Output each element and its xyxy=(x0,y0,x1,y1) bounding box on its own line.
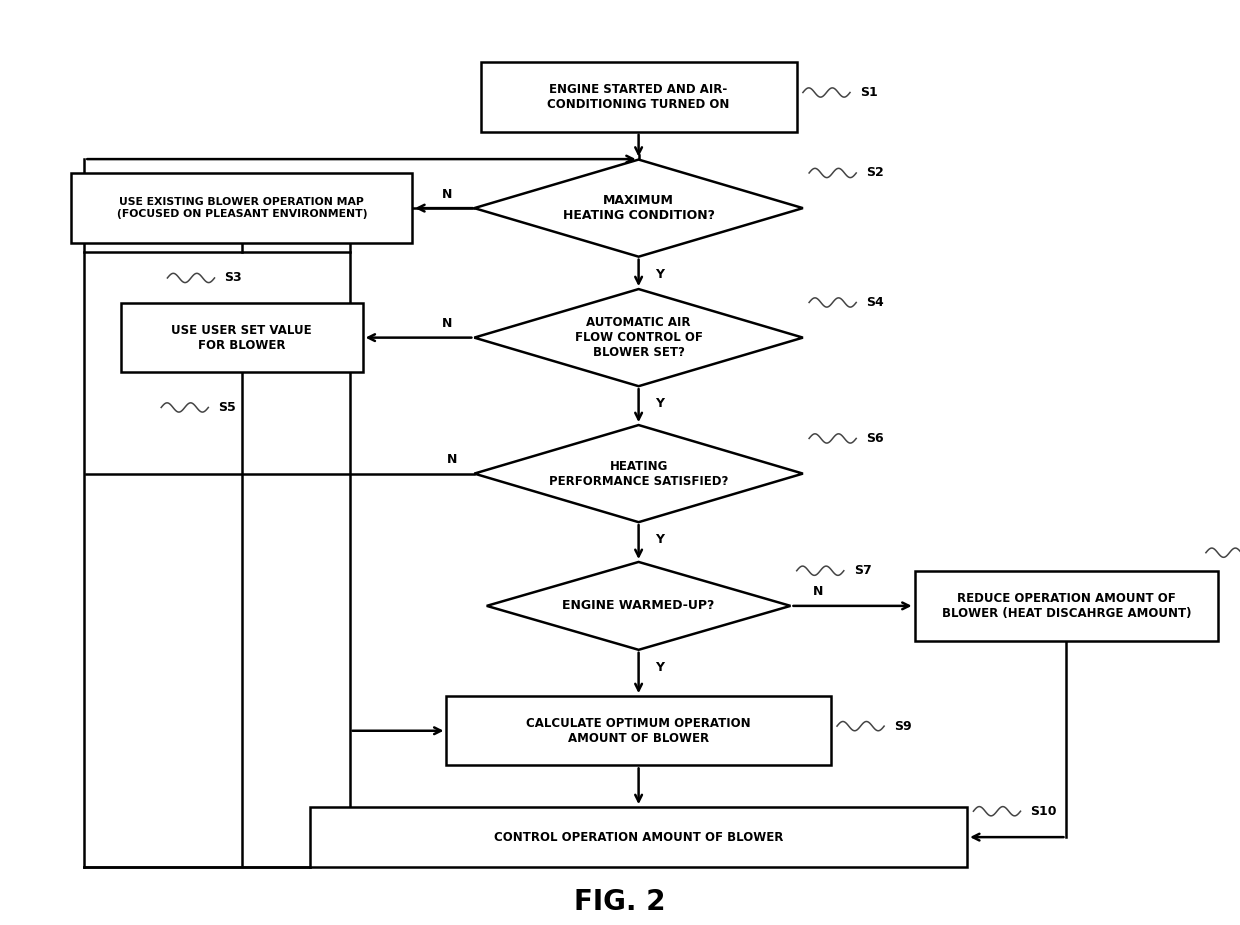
Bar xyxy=(122,303,362,372)
Text: Y: Y xyxy=(655,398,665,411)
Text: AUTOMATIC AIR
FLOW CONTROL OF
BLOWER SET?: AUTOMATIC AIR FLOW CONTROL OF BLOWER SET… xyxy=(574,316,703,359)
Text: CALCULATE OPTIMUM OPERATION
AMOUNT OF BLOWER: CALCULATE OPTIMUM OPERATION AMOUNT OF BL… xyxy=(526,717,751,745)
Text: ENGINE WARMED-UP?: ENGINE WARMED-UP? xyxy=(563,599,714,612)
Text: REDUCE OPERATION AMOUNT OF
BLOWER (HEAT DISCAHRGE AMOUNT): REDUCE OPERATION AMOUNT OF BLOWER (HEAT … xyxy=(941,592,1192,620)
Text: Y: Y xyxy=(655,533,665,547)
Text: S9: S9 xyxy=(894,720,911,733)
Text: S1: S1 xyxy=(861,86,878,99)
Text: N: N xyxy=(446,453,458,466)
Text: N: N xyxy=(813,586,823,598)
Text: N: N xyxy=(441,188,453,201)
Text: USE EXISTING BLOWER OPERATION MAP
(FOCUSED ON PLEASANT ENVIRONMENT): USE EXISTING BLOWER OPERATION MAP (FOCUS… xyxy=(117,197,367,219)
Text: CONTROL OPERATION AMOUNT OF BLOWER: CONTROL OPERATION AMOUNT OF BLOWER xyxy=(494,831,784,844)
Text: HEATING
PERFORMANCE SATISFIED?: HEATING PERFORMANCE SATISFIED? xyxy=(549,460,728,487)
Text: S5: S5 xyxy=(218,401,236,414)
Polygon shape xyxy=(474,159,804,256)
Text: ENGINE STARTED AND AIR-
CONDITIONING TURNED ON: ENGINE STARTED AND AIR- CONDITIONING TUR… xyxy=(547,83,730,111)
Text: S6: S6 xyxy=(866,432,884,445)
Bar xyxy=(446,696,831,766)
Text: MAXIMUM
HEATING CONDITION?: MAXIMUM HEATING CONDITION? xyxy=(563,194,714,222)
Text: S10: S10 xyxy=(1030,805,1056,818)
Polygon shape xyxy=(486,562,791,649)
Text: Y: Y xyxy=(655,268,665,281)
Text: N: N xyxy=(441,317,453,330)
Text: FIG. 2: FIG. 2 xyxy=(574,888,666,916)
Text: S7: S7 xyxy=(853,564,872,577)
Bar xyxy=(915,571,1218,640)
Text: S2: S2 xyxy=(866,166,884,179)
Text: Y: Y xyxy=(655,660,665,674)
Bar xyxy=(71,174,412,242)
Text: USE USER SET VALUE
FOR BLOWER: USE USER SET VALUE FOR BLOWER xyxy=(171,324,312,352)
Text: S4: S4 xyxy=(866,296,884,309)
Polygon shape xyxy=(474,289,804,387)
Text: S3: S3 xyxy=(224,271,242,285)
Bar xyxy=(481,63,797,131)
Polygon shape xyxy=(474,426,804,522)
Bar xyxy=(310,807,967,868)
